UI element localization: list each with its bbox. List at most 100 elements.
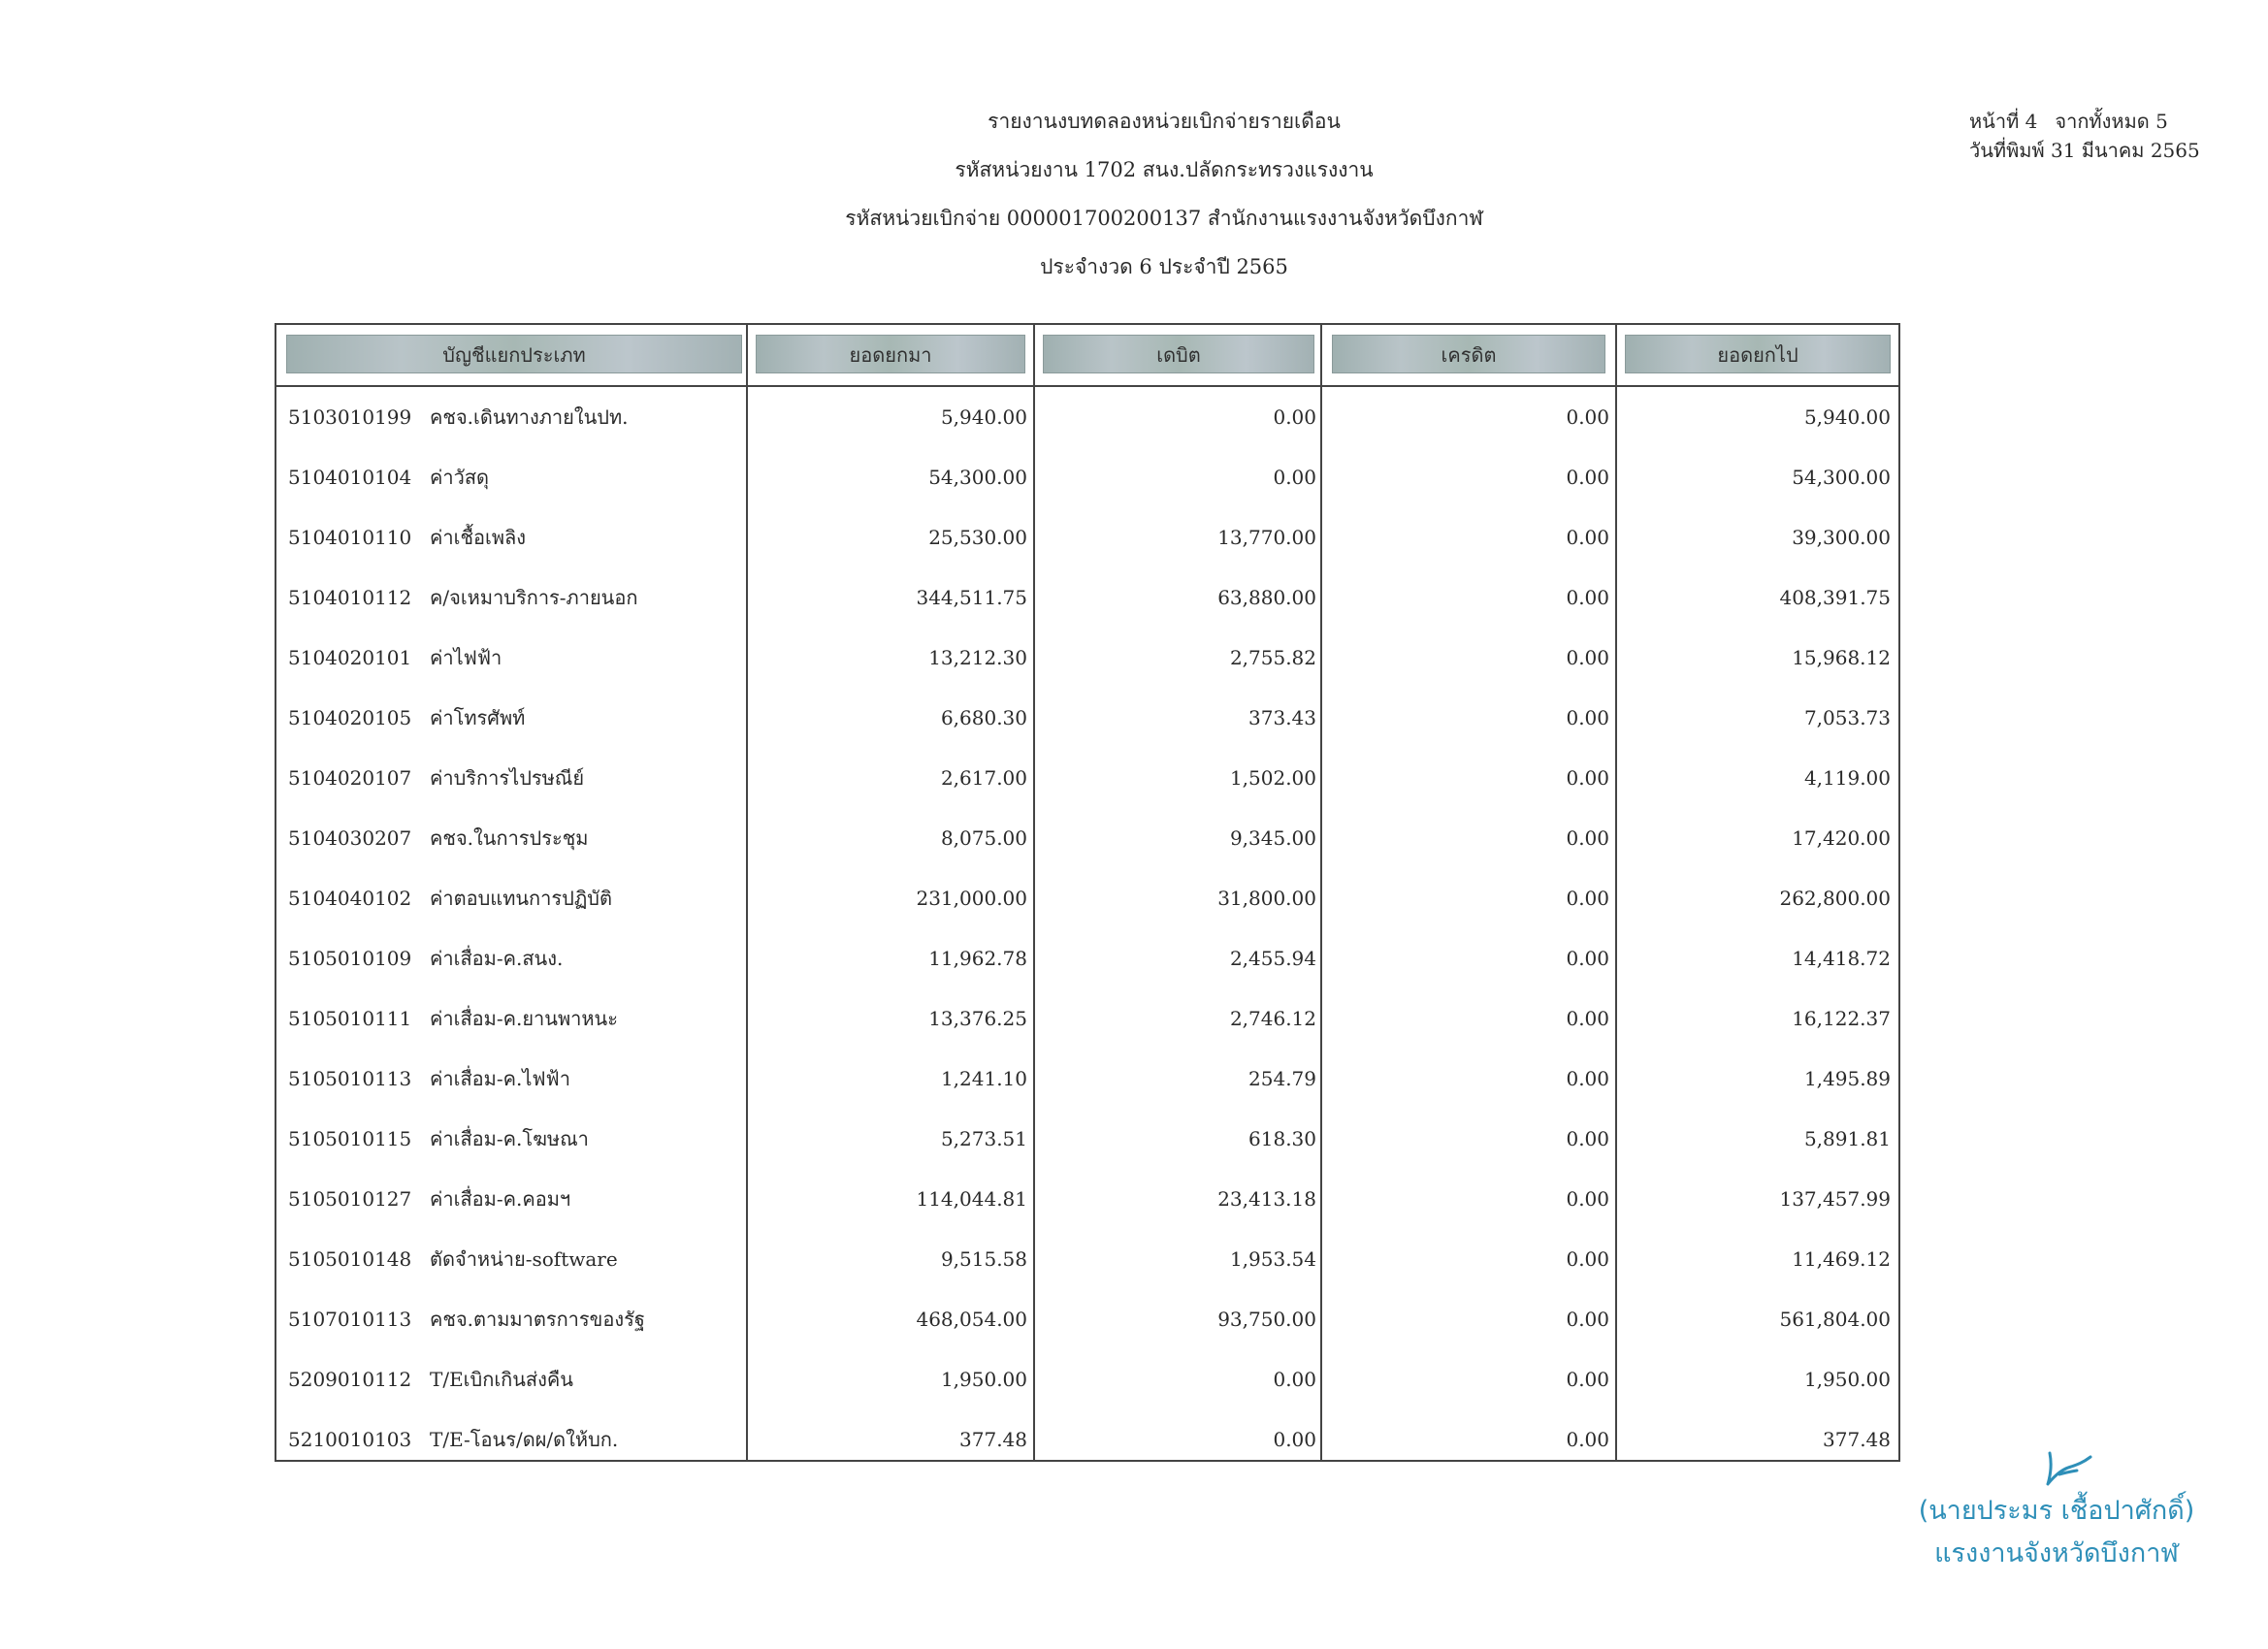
debit-amount: 1,502.00	[1229, 766, 1316, 790]
brought-forward-amount: 468,054.00	[916, 1308, 1027, 1331]
carried-forward-amount: 377.48	[1823, 1428, 1891, 1451]
trial-balance-table: บัญชีแยกประเภท ยอดยกมา เดบิต เครดิต ยอดย…	[275, 323, 1900, 1462]
brought-forward-amount: 5,273.51	[940, 1127, 1027, 1150]
carried-forward-amount: 561,804.00	[1779, 1308, 1891, 1331]
carried-forward-amount: 17,420.00	[1792, 826, 1891, 850]
carried-forward-amount: 4,119.00	[1803, 766, 1891, 790]
credit-amount: 0.00	[1566, 1007, 1609, 1030]
print-date: 31 มีนาคม 2565	[2051, 139, 2200, 162]
table-row: 5105010148 ตัดจำหน่าย-software 9,515.58 1,9…	[276, 1229, 1898, 1289]
debit-amount: 1,953.54	[1229, 1247, 1316, 1271]
table-row: 5104020105 ค่าโทรศัพท์ 6,680.30 373.43 0.00 7…	[276, 688, 1898, 748]
debit-amount: 373.43	[1248, 706, 1316, 729]
account-name: ตัดจำหน่าย-software	[430, 1247, 618, 1271]
carried-forward-amount: 15,968.12	[1792, 646, 1891, 669]
account-code: 5104010112	[288, 586, 412, 609]
carried-forward-amount: 408,391.75	[1779, 586, 1891, 609]
credit-amount: 0.00	[1566, 826, 1609, 850]
column-header-brought-forward: ยอดยกมา	[756, 335, 1025, 373]
credit-amount: 0.00	[1566, 1247, 1609, 1271]
table-row: 5107010113 คชจ.ตามมาตรการของรัฐ 468,054.00…	[276, 1289, 1898, 1349]
table-row: 5104010104 ค่าวัสดุ 54,300.00 0.00 0.00 54,30…	[276, 447, 1898, 507]
brought-forward-amount: 344,511.75	[916, 586, 1027, 609]
account-code: 5104020101	[288, 646, 412, 669]
credit-amount: 0.00	[1566, 466, 1609, 489]
brought-forward-amount: 25,530.00	[928, 526, 1027, 549]
table-row: 5104020101 ค่าไฟฟ้า 13,212.30 2,755.82 0.00 1…	[276, 628, 1898, 688]
carried-forward-amount: 137,457.99	[1779, 1187, 1891, 1211]
debit-amount: 0.00	[1273, 1368, 1316, 1391]
handwritten-signature	[2046, 1451, 2092, 1486]
carried-forward-amount: 7,053.73	[1803, 706, 1891, 729]
account-name: ค่าไฟฟ้า	[430, 646, 502, 669]
credit-amount: 0.00	[1566, 526, 1609, 549]
credit-amount: 0.00	[1566, 947, 1609, 970]
brought-forward-amount: 13,376.25	[928, 1007, 1027, 1030]
account-name: ค่าเสื่อม-ค.คอมฯ	[430, 1187, 571, 1211]
credit-amount: 0.00	[1566, 1428, 1609, 1451]
period-line: ประจำงวด 6 ประจำปี 2565	[1040, 255, 1288, 278]
credit-amount: 0.00	[1566, 1368, 1609, 1391]
table-row: 5105010111 ค่าเสื่อม-ค.ยานพาหนะ 13,376.25 2…	[276, 988, 1898, 1049]
carried-forward-amount: 14,418.72	[1792, 947, 1891, 970]
column-divider	[1320, 325, 1322, 1460]
table-row: 5210010103 T/E-โอนร/ดผ/ดให้บก. 377.48 0.00 0…	[276, 1409, 1898, 1470]
brought-forward-amount: 9,515.58	[940, 1247, 1027, 1271]
account-code: 5104020107	[288, 766, 412, 790]
account-name: ค่าเสื่อม-ค.โฆษณา	[430, 1127, 589, 1150]
account-code: 5104020105	[288, 706, 412, 729]
disbursement-unit-line: รหัสหน่วยเบิกจ่าย 000001700200137 สำนักง…	[845, 207, 1483, 230]
account-code: 5103010199	[288, 405, 412, 429]
debit-amount: 618.30	[1248, 1127, 1316, 1150]
account-name: ค่าเชื้อเพลิง	[430, 526, 527, 549]
account-code: 5104030207	[288, 826, 412, 850]
debit-amount: 9,345.00	[1229, 826, 1316, 850]
total-pages: 5	[2155, 110, 2168, 133]
print-date-label: วันที่พิมพ์	[1969, 139, 2045, 162]
carried-forward-amount: 1,950.00	[1803, 1368, 1891, 1391]
total-pages-label: จากทั้งหมด	[2055, 110, 2150, 133]
debit-amount: 2,746.12	[1229, 1007, 1316, 1030]
table-row: 5105010127 ค่าเสื่อม-ค.คอมฯ 114,044.81 23,4…	[276, 1169, 1898, 1229]
page-number-line: หน้าที่ 4 จากทั้งหมด 5	[1969, 107, 2241, 136]
brought-forward-amount: 2,617.00	[940, 766, 1027, 790]
brought-forward-amount: 11,962.78	[928, 947, 1027, 970]
debit-amount: 93,750.00	[1217, 1308, 1316, 1331]
table-row: 5104020107 ค่าบริการไปรษณีย์ 2,617.00 1,502…	[276, 748, 1898, 808]
credit-amount: 0.00	[1566, 887, 1609, 910]
carried-forward-amount: 11,469.12	[1792, 1247, 1891, 1271]
page-label: หน้าที่	[1969, 110, 2020, 133]
account-code: 5104010110	[288, 526, 412, 549]
brought-forward-amount: 114,044.81	[916, 1187, 1027, 1211]
brought-forward-amount: 231,000.00	[916, 887, 1027, 910]
brought-forward-amount: 8,075.00	[940, 826, 1027, 850]
table-row: 5104010110 ค่าเชื้อเพลิง 25,530.00 13,770.0…	[276, 507, 1898, 567]
carried-forward-amount: 39,300.00	[1792, 526, 1891, 549]
column-header-debit: เดบิต	[1043, 335, 1314, 373]
carried-forward-amount: 54,300.00	[1792, 466, 1891, 489]
account-name: ค่าเสื่อม-ค.ไฟฟ้า	[430, 1067, 570, 1090]
column-divider	[1033, 325, 1035, 1460]
account-name: T/Eเบิกเกินส่งคืน	[430, 1368, 573, 1391]
carried-forward-amount: 1,495.89	[1803, 1067, 1891, 1090]
account-code: 5105010111	[288, 1007, 412, 1030]
credit-amount: 0.00	[1566, 586, 1609, 609]
account-name: T/E-โอนร/ดผ/ดให้บก.	[430, 1428, 619, 1451]
debit-amount: 23,413.18	[1217, 1187, 1316, 1211]
page-meta: หน้าที่ 4 จากทั้งหมด 5 วันที่พิมพ์ 31 มีน…	[1969, 107, 2241, 165]
agency-code-line: รหัสหน่วยงาน 1702 สนง.ปลัดกระทรวงแรงงาน	[955, 158, 1374, 181]
report-title: รายงานงบทดลองหน่วยเบิกจ่ายรายเดือน	[988, 110, 1341, 133]
debit-amount: 0.00	[1273, 466, 1316, 489]
table-row: 5104030207 คชจ.ในการประชุม 8,075.00 9,345.0…	[276, 808, 1898, 868]
credit-amount: 0.00	[1566, 405, 1609, 429]
table-header-row: บัญชีแยกประเภท ยอดยกมา เดบิต เครดิต ยอดย…	[276, 325, 1898, 387]
brought-forward-amount: 13,212.30	[928, 646, 1027, 669]
print-date-line: วันที่พิมพ์ 31 มีนาคม 2565	[1969, 136, 2241, 165]
brought-forward-amount: 5,940.00	[940, 405, 1027, 429]
debit-amount: 2,755.82	[1229, 646, 1316, 669]
credit-amount: 0.00	[1566, 646, 1609, 669]
carried-forward-amount: 16,122.37	[1792, 1007, 1891, 1030]
table-row: 5105010109 ค่าเสื่อม-ค.สนง. 11,962.78 2,455…	[276, 928, 1898, 988]
table-row: 5105010113 ค่าเสื่อม-ค.ไฟฟ้า 1,241.10 254.7…	[276, 1049, 1898, 1109]
